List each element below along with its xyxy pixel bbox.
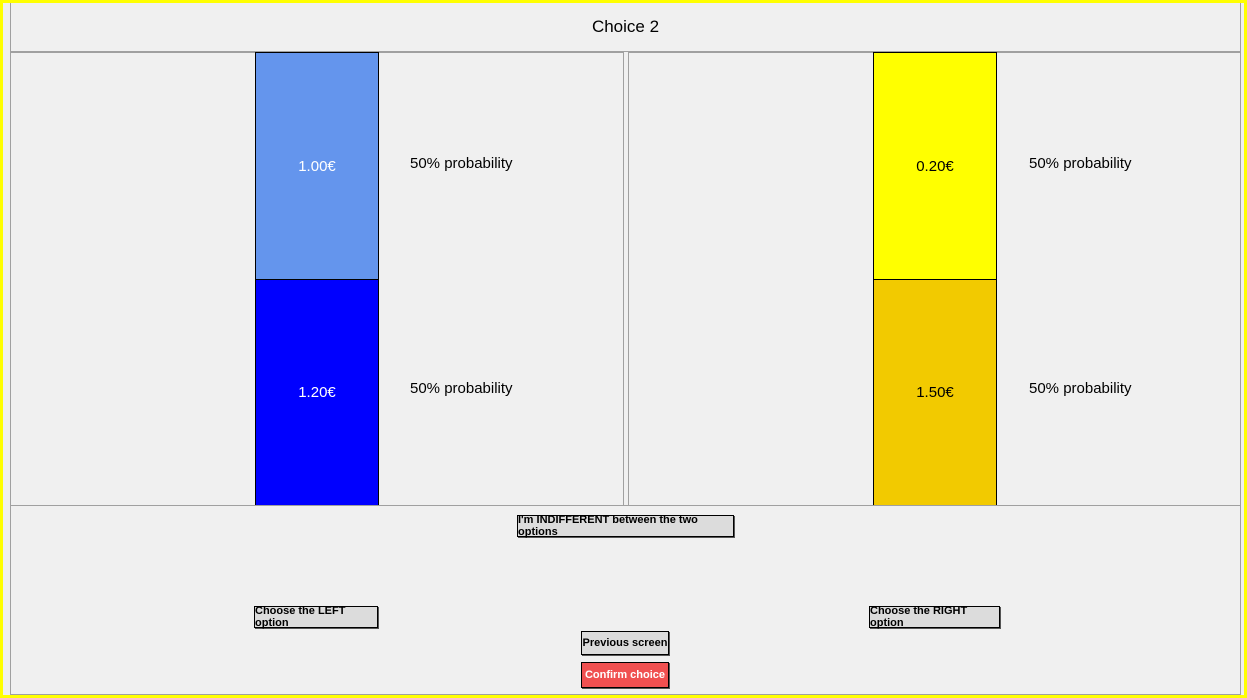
- button-area: [10, 505, 1241, 695]
- outcome-amount: 1.20€: [255, 279, 379, 506]
- indifferent-button[interactable]: I'm INDIFFERENT between the two options: [517, 514, 734, 538]
- right-button[interactable]: Choose the RIGHT option: [869, 605, 1000, 629]
- previous-button[interactable]: Previous screen: [581, 631, 669, 655]
- outcome-amount: 1.00€: [255, 52, 379, 280]
- probability: 50% probability: [1029, 380, 1132, 397]
- probability: 50% probability: [410, 155, 513, 172]
- probability: 50% probability: [410, 380, 513, 397]
- title: Choice 2: [10, 3, 1241, 52]
- outcome-amount: 1.50€: [873, 279, 997, 506]
- confirm-button[interactable]: Confirm choice: [581, 662, 669, 688]
- probability: 50% probability: [1029, 155, 1132, 172]
- outcome-amount: 0.20€: [873, 52, 997, 280]
- left-button[interactable]: Choose the LEFT option: [254, 605, 378, 629]
